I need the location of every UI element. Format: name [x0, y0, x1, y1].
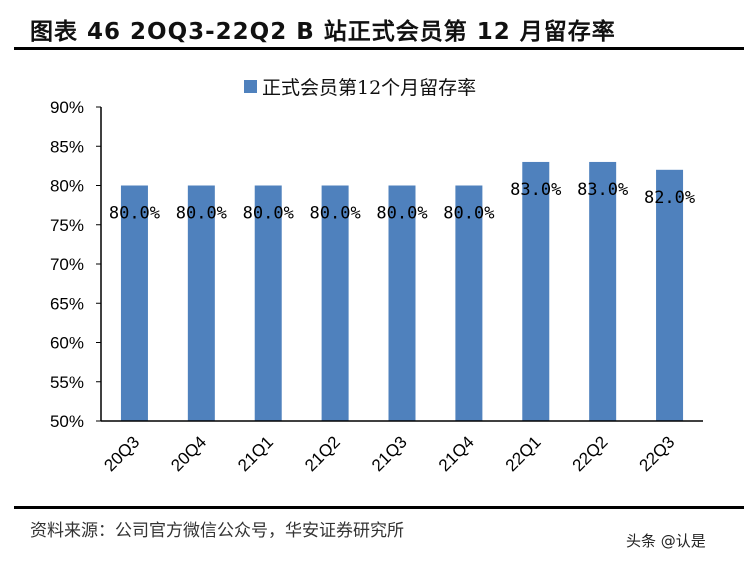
legend-label: 正式会员第12个月留存率	[262, 77, 476, 99]
y-tick-label: 85%	[50, 137, 84, 156]
legend-swatch	[244, 80, 257, 93]
legend: 正式会员第12个月留存率	[244, 77, 476, 99]
data-label: 80.0%	[376, 204, 427, 224]
x-tick-label: 22Q2	[569, 432, 612, 475]
x-tick-label: 22Q3	[636, 432, 679, 475]
bar-22Q2	[589, 161, 617, 421]
y-tick-label: 90%	[50, 98, 84, 117]
y-tick-label: 65%	[50, 294, 84, 313]
x-tick-label: 21Q2	[301, 432, 344, 475]
x-tick-label: 21Q4	[435, 432, 478, 475]
source-note: 资料来源：公司官方微信公众号，华安证券研究所	[30, 521, 404, 541]
chart-title: 图表 46 2OQ3-22Q2 B 站正式会员第 12 月留存率	[30, 19, 616, 45]
y-tick-label: 50%	[50, 412, 84, 431]
data-label: 83.0%	[577, 180, 628, 200]
y-tick-label: 60%	[50, 334, 84, 353]
x-tick-label: 20Q3	[100, 432, 143, 475]
watermark: 头条 @认是	[626, 532, 706, 550]
bar-20Q3	[120, 185, 148, 421]
bar-22Q1	[522, 161, 550, 421]
bar-21Q4	[455, 185, 483, 421]
x-tick-label: 21Q3	[368, 432, 411, 475]
data-label: 83.0%	[510, 180, 561, 200]
data-label: 82.0%	[644, 188, 695, 208]
data-label: 80.0%	[443, 204, 494, 224]
y-tick-label: 55%	[50, 373, 84, 392]
bar-21Q1	[254, 185, 282, 421]
bottom-rule	[14, 506, 744, 509]
x-tick-label: 22Q1	[502, 432, 545, 475]
y-tick-label: 80%	[50, 177, 84, 196]
x-tick-label: 21Q1	[234, 432, 277, 475]
x-tick-label: 20Q4	[167, 432, 210, 475]
y-tick-label: 70%	[50, 255, 84, 274]
bar-22Q3	[656, 169, 684, 421]
data-label: 80.0%	[243, 204, 294, 224]
top-rule	[14, 47, 744, 50]
y-tick-label: 75%	[50, 216, 84, 235]
data-label: 80.0%	[176, 204, 227, 224]
data-label: 80.0%	[109, 204, 160, 224]
data-label: 80.0%	[310, 204, 361, 224]
bar-21Q3	[388, 185, 416, 421]
bar-21Q2	[321, 185, 349, 421]
bar-20Q4	[187, 185, 215, 421]
